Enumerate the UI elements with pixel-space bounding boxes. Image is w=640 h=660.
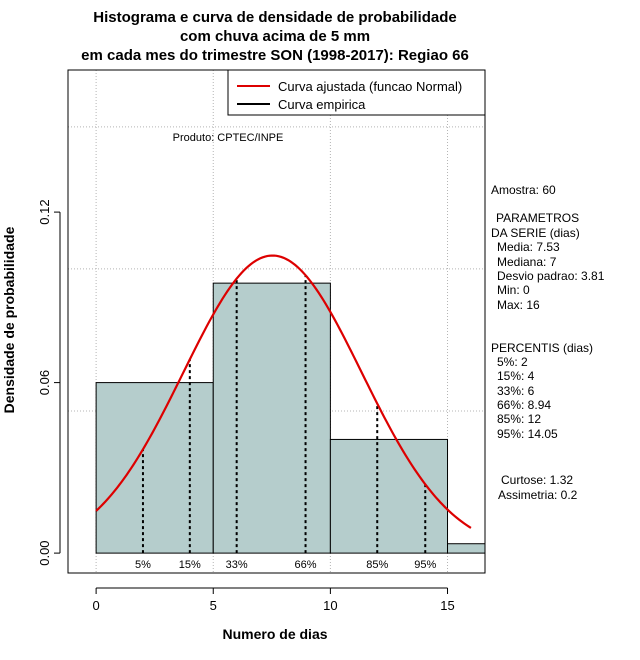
x-tick-label: 0 [92, 598, 99, 613]
param-max: Max: 16 [497, 298, 540, 312]
percentile-label: 33% [226, 559, 248, 571]
x-axis-label: Numero de dias [222, 626, 327, 642]
param-sd: Desvio padrao: 3.81 [497, 269, 605, 283]
stats-panel: Amostra: 60 PARAMETROS DA SERIE (dias) M… [491, 183, 605, 502]
axes: 0 5 10 15 0.00 0.06 0.12 [37, 199, 455, 613]
legend-fitted-label: Curva ajustada (funcao Normal) [278, 79, 462, 94]
percentile-lines: 5% 15% 33% 66% 85% 95% [135, 275, 436, 571]
chart-title-line-3: em cada mes do trimestre SON (1998-2017)… [81, 47, 469, 64]
histogram-bar [212, 282, 331, 554]
percentile-33: 33%: 6 [497, 384, 535, 398]
product-annotation: Produto: CPTEC/INPE [173, 132, 284, 144]
kurtosis: Curtose: 1.32 [501, 473, 573, 487]
param-median: Mediana: 7 [497, 255, 557, 269]
percentile-label: 5% [135, 559, 151, 571]
percentile-5: 5%: 2 [497, 355, 528, 369]
fitted-curve-group [95, 254, 472, 529]
y-tick-label: 0.06 [37, 370, 52, 395]
y-tick-label: 0.12 [37, 199, 52, 224]
legend-empirical-label: Curva empirica [278, 97, 366, 112]
percentile-label: 95% [414, 559, 436, 571]
x-tick-label: 15 [440, 598, 454, 613]
y-axis-label: Densidade de probabilidade [1, 226, 17, 413]
histogram-bar [95, 382, 214, 554]
params-title-1: PARAMETROS [496, 211, 579, 225]
fitted-normal-curve [95, 254, 472, 529]
param-min: Min: 0 [497, 283, 530, 297]
params-title-2: DA SERIE (dias) [491, 226, 580, 240]
histogram-bar [329, 438, 449, 554]
legend-box [227, 69, 486, 116]
percentile-66: 66%: 8.94 [497, 398, 551, 412]
percentile-95: 95%: 14.05 [497, 427, 558, 441]
percentile-label: 85% [366, 559, 388, 571]
x-tick-label: 10 [323, 598, 337, 613]
percentile-85: 85%: 12 [497, 412, 541, 426]
sample-size: Amostra: 60 [491, 183, 556, 197]
param-mean: Media: 7.53 [497, 240, 560, 254]
legend: Curva ajustada (funcao Normal) Curva emp… [227, 69, 486, 116]
y-tick-label: 0.00 [37, 540, 52, 565]
histogram-bars [95, 282, 486, 554]
chart-title-line-2: com chuva acima de 5 mm [180, 28, 370, 45]
x-tick-label: 5 [210, 598, 217, 613]
chart-title-line-1: Histograma e curva de densidade de proba… [93, 9, 456, 26]
percentile-label: 66% [295, 559, 317, 571]
histogram-bar [447, 543, 486, 554]
percentiles-title: PERCENTIS (dias) [491, 341, 593, 355]
percentile-label: 15% [179, 559, 201, 571]
percentile-15: 15%: 4 [497, 369, 535, 383]
skewness: Assimetria: 0.2 [498, 488, 578, 502]
